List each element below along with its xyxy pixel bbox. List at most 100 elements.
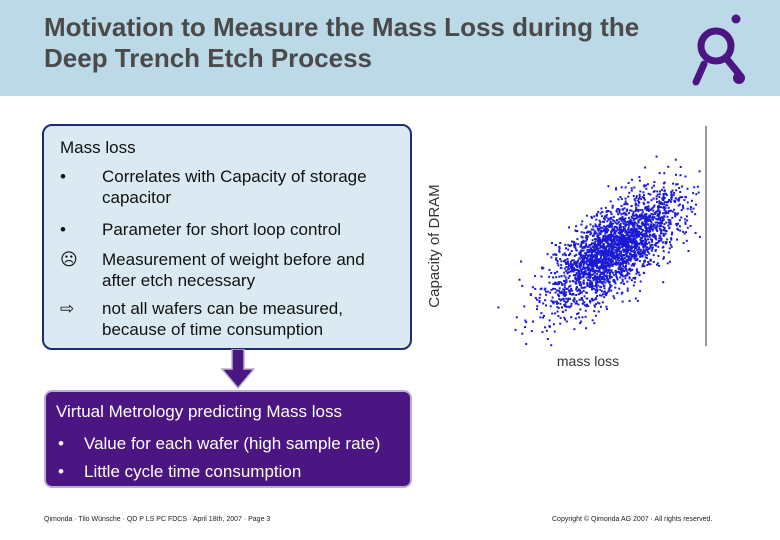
scatter-point [581, 291, 583, 294]
scatter-point [645, 215, 648, 218]
scatter-point [622, 218, 625, 221]
scatter-point [595, 232, 598, 235]
scatter-point [640, 231, 643, 234]
scatter-point [604, 239, 607, 242]
scatter-point [620, 242, 623, 244]
scatter-point [540, 275, 543, 278]
scatter-point [589, 262, 592, 265]
scatter-point [638, 230, 641, 233]
scatter-point [629, 218, 632, 221]
scatter-point [582, 240, 585, 243]
scatter-point [636, 258, 639, 261]
scatter-point [575, 288, 578, 291]
scatter-point [603, 257, 605, 260]
scatter-point [661, 197, 664, 200]
scatter-point [566, 299, 569, 302]
y-axis-label: Capacity of DRAM [426, 184, 443, 307]
scatter-point [574, 276, 577, 279]
scatter-point [679, 229, 682, 232]
scatter-point [656, 190, 659, 193]
scatter-point [617, 239, 620, 242]
scatter-point [612, 260, 614, 263]
scatter-point [663, 229, 666, 232]
scatter-point [630, 229, 633, 232]
scatter-point [629, 247, 632, 250]
scatter-point [609, 210, 612, 213]
scatter-point [601, 241, 604, 244]
scatter-point [610, 270, 613, 273]
scatter-point [675, 173, 677, 176]
scatter-point [565, 297, 568, 300]
scatter-point [575, 230, 578, 233]
scatter-point [570, 289, 573, 292]
scatter-point [616, 255, 619, 258]
scatter-point [563, 316, 566, 319]
scatter-point [589, 223, 592, 226]
scatter-point [594, 269, 597, 272]
scatter-point [677, 228, 680, 231]
scatter-point [687, 250, 690, 252]
scatter-point [650, 249, 653, 252]
scatter-point [599, 212, 602, 215]
scatter-point [621, 278, 624, 281]
footer-left: Qimonda · Tilo Wünsche · QD P LS PC FDCS… [44, 516, 271, 523]
scatter-point [691, 210, 694, 213]
scatter-point [618, 253, 621, 256]
scatter-point [642, 233, 645, 236]
scatter-point [621, 237, 624, 240]
scatter-point [578, 271, 580, 274]
scatter-point [515, 316, 518, 319]
scatter-point [653, 181, 656, 183]
scatter-point [588, 254, 591, 257]
scatter-point [652, 213, 654, 216]
scatter-point [594, 285, 597, 288]
scatter-point [636, 235, 638, 238]
scatter-point [608, 258, 611, 261]
scatter-point [623, 270, 626, 273]
scatter-point [615, 234, 618, 237]
scatter-point [635, 228, 638, 231]
scatter-point [624, 237, 627, 240]
scatter-point [595, 264, 598, 267]
scatter-point [563, 300, 566, 303]
scatter-point [577, 293, 580, 296]
scatter-point [561, 253, 564, 256]
scatter-point [659, 203, 662, 205]
scatter-point [584, 255, 586, 258]
scatter-point [623, 283, 625, 285]
scatter-point [554, 291, 557, 294]
scatter-point [567, 248, 570, 251]
scatter-point [633, 252, 636, 255]
scatter-point [648, 214, 651, 217]
scatter-point [569, 284, 572, 287]
scatter-point [618, 242, 621, 245]
scatter-point [606, 277, 609, 280]
scatter-point [644, 242, 647, 245]
scatter-point [589, 230, 592, 233]
scatter-point [659, 201, 662, 204]
scatter-point [534, 296, 537, 299]
scatter-point [578, 274, 580, 277]
scatter-point [633, 186, 636, 189]
list-item-text: Correlates with Capacity of storage capa… [102, 167, 367, 207]
scatter-point [629, 258, 632, 261]
scatter-point [604, 227, 607, 230]
scatter-point [642, 262, 645, 265]
scatter-point [646, 234, 649, 237]
scatter-point [626, 289, 629, 292]
scatter-point [660, 220, 663, 223]
scatter-point [599, 275, 602, 278]
scatter-point [586, 266, 589, 269]
scatter-point [630, 187, 633, 190]
scatter-point [643, 234, 646, 237]
scatter-point [543, 288, 546, 291]
scatter-point [616, 292, 619, 295]
scatter-point [566, 262, 568, 264]
scatter-point [585, 237, 588, 240]
scatter-point [611, 228, 614, 231]
scatter-point [637, 201, 640, 204]
scatter-point [569, 265, 572, 268]
scatter-point [587, 275, 590, 278]
scatter-point [602, 244, 604, 247]
scatter-point [601, 246, 603, 248]
